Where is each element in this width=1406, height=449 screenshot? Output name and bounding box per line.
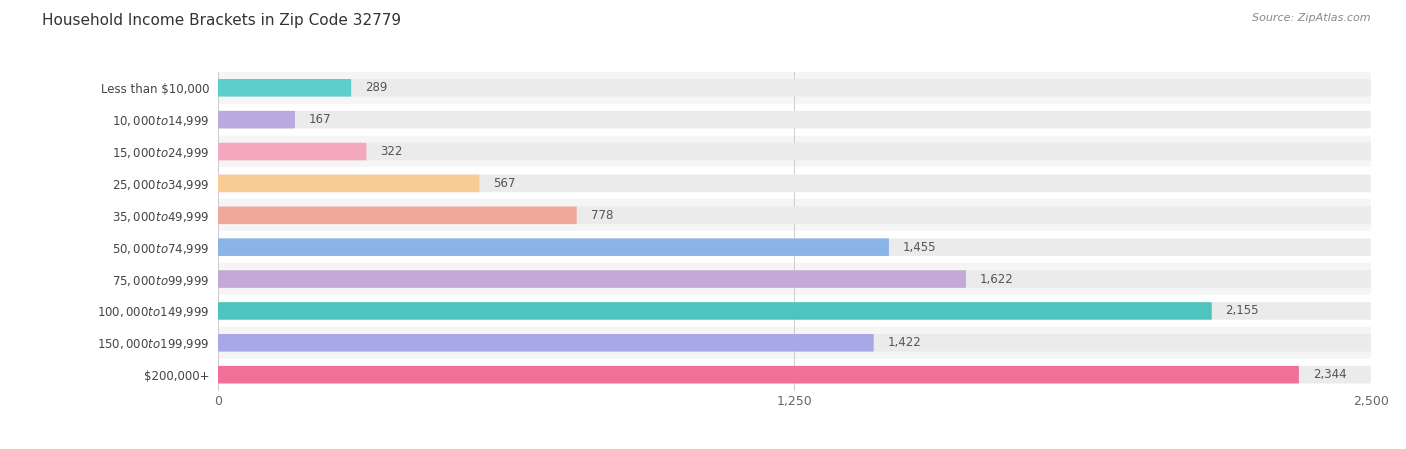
Bar (218, 295, 1371, 327)
FancyBboxPatch shape (218, 111, 1371, 128)
Text: 1,422: 1,422 (887, 336, 921, 349)
Text: Source: ZipAtlas.com: Source: ZipAtlas.com (1253, 13, 1371, 23)
FancyBboxPatch shape (218, 238, 889, 256)
Bar (218, 199, 1371, 231)
FancyBboxPatch shape (218, 143, 367, 160)
Text: 2,155: 2,155 (1226, 304, 1260, 317)
Bar (218, 167, 1371, 199)
FancyBboxPatch shape (218, 302, 1212, 320)
Bar (218, 231, 1371, 263)
FancyBboxPatch shape (218, 175, 1371, 192)
Text: Household Income Brackets in Zip Code 32779: Household Income Brackets in Zip Code 32… (42, 13, 401, 28)
FancyBboxPatch shape (218, 207, 576, 224)
Text: 778: 778 (591, 209, 613, 222)
FancyBboxPatch shape (218, 334, 873, 352)
FancyBboxPatch shape (218, 366, 1299, 383)
Text: 567: 567 (494, 177, 516, 190)
FancyBboxPatch shape (218, 111, 295, 128)
FancyBboxPatch shape (218, 79, 352, 97)
Text: 322: 322 (380, 145, 402, 158)
Text: 167: 167 (309, 113, 332, 126)
Bar (218, 263, 1371, 295)
FancyBboxPatch shape (218, 79, 1371, 97)
Text: 289: 289 (366, 81, 388, 94)
FancyBboxPatch shape (218, 207, 1371, 224)
FancyBboxPatch shape (218, 238, 1371, 256)
Bar (218, 72, 1371, 104)
FancyBboxPatch shape (218, 143, 1371, 160)
Bar (218, 104, 1371, 136)
Text: 1,622: 1,622 (980, 273, 1014, 286)
FancyBboxPatch shape (218, 334, 1371, 352)
Bar (218, 136, 1371, 167)
Text: 2,344: 2,344 (1313, 368, 1347, 381)
FancyBboxPatch shape (218, 366, 1371, 383)
FancyBboxPatch shape (218, 302, 1371, 320)
FancyBboxPatch shape (218, 175, 479, 192)
FancyBboxPatch shape (218, 270, 1371, 288)
Bar (218, 327, 1371, 359)
Bar (218, 359, 1371, 391)
Text: 1,455: 1,455 (903, 241, 936, 254)
FancyBboxPatch shape (218, 270, 966, 288)
